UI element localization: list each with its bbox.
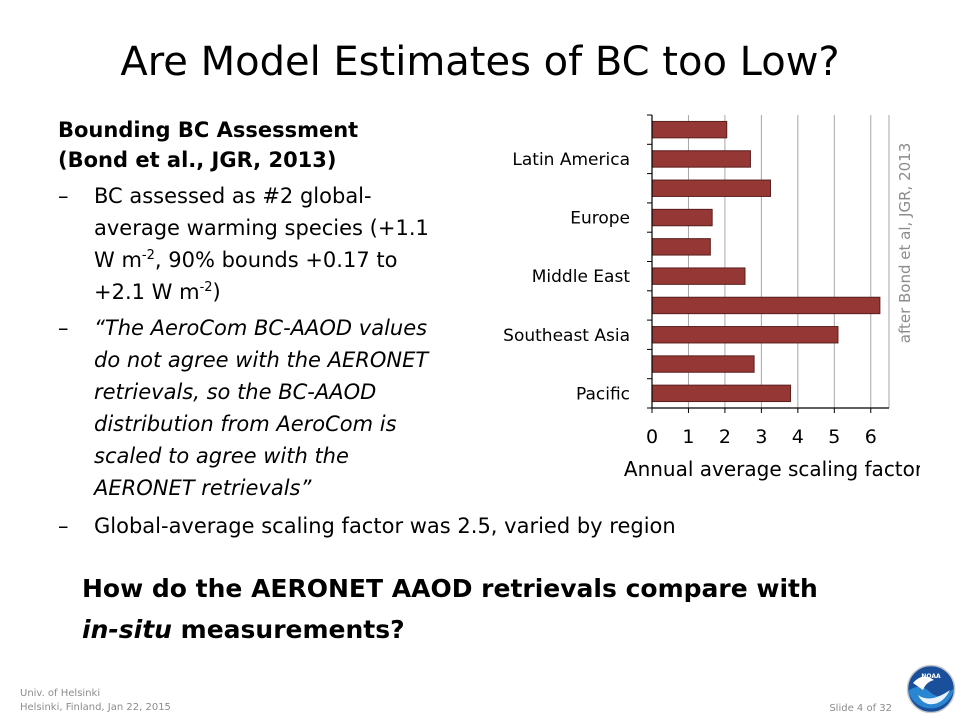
bullet-1-line-4b: )	[212, 280, 221, 304]
chart-source-note: after Bond et al, JGR, 2013	[896, 143, 914, 343]
bullet-1-line-2: average warming species (+1.1	[94, 216, 429, 240]
chart-bars	[651, 120, 881, 403]
y-tick-label: Europe	[570, 209, 630, 229]
x-tick-label: 0	[646, 426, 658, 448]
bullet-2-line-6: AERONET retrievals”	[94, 476, 312, 500]
x-tick-label: 1	[682, 426, 694, 448]
slide-title: Are Model Estimates of BC too Low?	[120, 39, 840, 85]
bar	[651, 179, 771, 197]
bullet-2-line-2: do not agree with the AERONET	[94, 348, 429, 372]
bullet-1-line-4: +2.1 W m-2)	[94, 276, 429, 308]
bullet-2-line-5: scaled to agree with the	[94, 444, 349, 468]
bullet-2-line-1: “The AeroCom BC-AAOD values	[94, 316, 428, 340]
bullet-3-text: Global-average scaling factor was 2.5, v…	[94, 514, 676, 538]
bullet-1-line-1: BC assessed as #2 global-	[94, 184, 372, 208]
bullet-dash: –	[58, 514, 69, 538]
y-tick-label: Latin America	[512, 150, 630, 170]
assessment-heading-line-1: Bounding BC Assessment	[58, 118, 359, 142]
closing-question-line-1: How do the AERONET AAOD retrievals compa…	[82, 574, 818, 603]
assessment-heading-line-2: (Bond et al., JGR, 2013)	[58, 148, 337, 172]
bullet-1-line-3b: , 90% bounds +0.17 to	[154, 248, 398, 272]
footer-line-2: Helsinki, Finland, Jan 22, 2015	[20, 702, 171, 713]
footer-venue: Univ. of Helsinki Helsinki, Finland, Jan…	[20, 687, 171, 715]
bar	[651, 355, 755, 373]
bar	[651, 238, 711, 256]
bar	[651, 384, 792, 403]
noaa-logo-icon: NOAA	[906, 664, 956, 714]
assessment-heading: Bounding BC Assessment (Bond et al., JGR…	[58, 115, 358, 175]
bar	[651, 267, 746, 285]
bar	[651, 326, 839, 344]
footer-line-1: Univ. of Helsinki	[20, 688, 101, 699]
x-tick-label: 2	[719, 426, 731, 448]
bar	[651, 120, 728, 139]
slide-number: Slide 4 of 32	[829, 703, 892, 714]
bullet-1-superscript-1: -2	[141, 248, 155, 263]
bar	[651, 296, 881, 315]
y-tick-label: Pacific	[576, 384, 630, 404]
x-tick-label: 6	[865, 426, 877, 448]
noaa-logo-text: NOAA	[921, 673, 941, 680]
closing-question-line-2-rest: measurements?	[171, 615, 405, 644]
bar	[651, 208, 713, 227]
y-tick-label: Southeast Asia	[503, 326, 630, 346]
bullet-1-line-3a: W m	[94, 248, 142, 272]
closing-question: How do the AERONET AAOD retrievals compa…	[82, 568, 818, 650]
scaling-factor-bar-chart: Latin America Europe Middle East Southeast …	[503, 114, 920, 481]
x-tick-label: 3	[755, 426, 767, 448]
bullet-1-line-4a: +2.1 W m	[94, 280, 200, 304]
y-tick-label: Middle East	[532, 267, 631, 287]
bar	[651, 150, 751, 168]
closing-question-in-situ: in-situ	[82, 615, 172, 644]
bullet-1-line-3: W m-2, 90% bounds +0.17 to	[94, 244, 429, 276]
x-tick-label: 4	[792, 426, 804, 448]
bullet-dash: –	[58, 184, 69, 208]
chart-x-axis-label: Annual average scaling factor	[624, 457, 920, 481]
bullet-2-line-3: retrievals, so the BC-AAOD	[94, 380, 377, 404]
bullet-dash: –	[58, 316, 69, 340]
closing-question-line-2: in-situ measurements?	[82, 609, 818, 650]
x-tick-label: 5	[828, 426, 840, 448]
bullet-1-superscript-2: -2	[199, 280, 213, 295]
chart-x-ticks: 0 1 2 3 4 5 6	[646, 408, 877, 448]
bullet-2-line-4: distribution from AeroCom is	[94, 412, 397, 436]
chart-y-ticks: Latin America Europe Middle East Southeast …	[503, 114, 652, 409]
